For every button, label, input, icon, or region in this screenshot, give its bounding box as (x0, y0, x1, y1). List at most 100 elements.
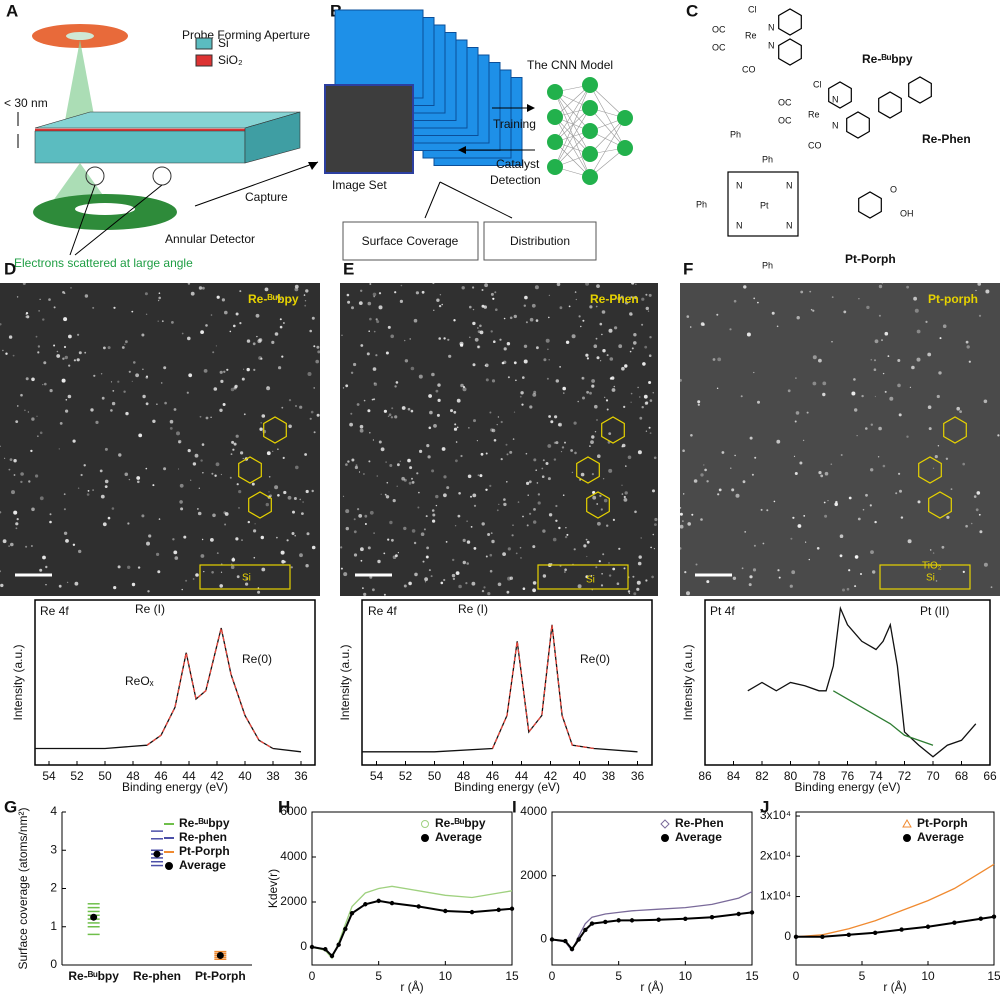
speckle (977, 282, 981, 286)
speckle (598, 560, 601, 563)
speckle (592, 490, 596, 494)
speckle (433, 424, 437, 428)
speckle (141, 514, 145, 518)
speckle (564, 568, 567, 571)
speckle (746, 332, 751, 337)
substrate-box (199, 564, 291, 590)
speckle (304, 453, 307, 456)
speckle (211, 472, 214, 475)
speckle (371, 398, 374, 401)
point (873, 930, 878, 935)
speckle (630, 392, 633, 395)
speckle (636, 580, 641, 585)
point (952, 920, 957, 925)
annotation: Pt 4f (710, 604, 735, 618)
speckle (44, 382, 47, 386)
speckle (913, 296, 917, 301)
speckle (500, 420, 503, 424)
speckle (258, 356, 262, 360)
speckle (555, 504, 558, 508)
speckle (704, 468, 707, 472)
speckle (678, 547, 682, 550)
y-axis-label: Intensity (a.u.) (11, 644, 25, 720)
speckle (48, 298, 51, 301)
speckle (624, 491, 628, 495)
speckle (531, 303, 536, 308)
speckle (477, 345, 480, 349)
speckle (265, 502, 269, 507)
speckle (490, 532, 493, 534)
speckle (362, 587, 364, 589)
speckle (392, 499, 396, 503)
speckle (650, 546, 652, 549)
speckle (757, 400, 760, 404)
speckle (633, 333, 637, 337)
speckle (700, 518, 703, 521)
speckle (401, 476, 405, 481)
point (336, 942, 341, 947)
speckle (353, 518, 356, 521)
speckle (565, 527, 567, 529)
speckle (427, 455, 431, 459)
speckle (345, 463, 348, 466)
speckle (621, 445, 624, 448)
speckle (684, 571, 687, 574)
speckle (317, 350, 321, 354)
speckle (443, 493, 447, 498)
speckle (158, 292, 161, 295)
legend-symbol (902, 818, 912, 828)
speckle (142, 394, 146, 399)
speckle (612, 567, 616, 571)
speckle (280, 550, 285, 555)
speckle (394, 415, 398, 419)
panel-letter: E (343, 259, 354, 278)
speckle (63, 508, 66, 511)
annotation: Pt (II) (920, 604, 949, 618)
speckle (100, 494, 105, 499)
ring (586, 491, 610, 519)
speckle (533, 520, 537, 524)
speckle (230, 565, 235, 569)
speckle (527, 494, 529, 496)
speckle (546, 377, 549, 380)
speckle (600, 508, 603, 511)
speckle (731, 488, 735, 492)
edge (554, 116, 591, 178)
ring (928, 491, 952, 519)
arrowhead (308, 162, 318, 170)
speckle (601, 333, 603, 336)
speckle (812, 381, 817, 386)
annotation: Re 4f (368, 604, 397, 618)
speckle (36, 415, 38, 417)
speckle (503, 360, 507, 364)
speckle (822, 381, 827, 386)
speckle (648, 293, 652, 297)
speckle (378, 305, 383, 310)
speckle (350, 371, 354, 374)
panel-c: C Cl OC Re OC CO N N Re-ᴮᵘbpy Cl OC Re O… (686, 1, 971, 270)
speckle (884, 390, 887, 393)
speckle (224, 523, 227, 526)
speckle (309, 329, 313, 333)
speckle (241, 377, 245, 381)
point (749, 910, 755, 915)
point (583, 927, 588, 933)
speckle (441, 447, 446, 451)
x-tick-label: 52 (399, 769, 413, 783)
speckle (375, 354, 378, 357)
speckle (843, 310, 847, 314)
speckle (882, 464, 886, 468)
y-tick-label: 0 (540, 932, 547, 946)
beam (64, 40, 96, 126)
speckle (865, 427, 868, 430)
y-axis-label: Kdev(r) (266, 869, 280, 908)
speckle (641, 323, 644, 326)
speckle (152, 419, 156, 423)
speckle (342, 387, 345, 389)
speckle (113, 586, 117, 590)
speckle (687, 522, 691, 526)
x-tick-label: 46 (486, 769, 500, 783)
speckle (520, 557, 522, 559)
speckle (535, 469, 537, 472)
speckle (425, 515, 428, 518)
